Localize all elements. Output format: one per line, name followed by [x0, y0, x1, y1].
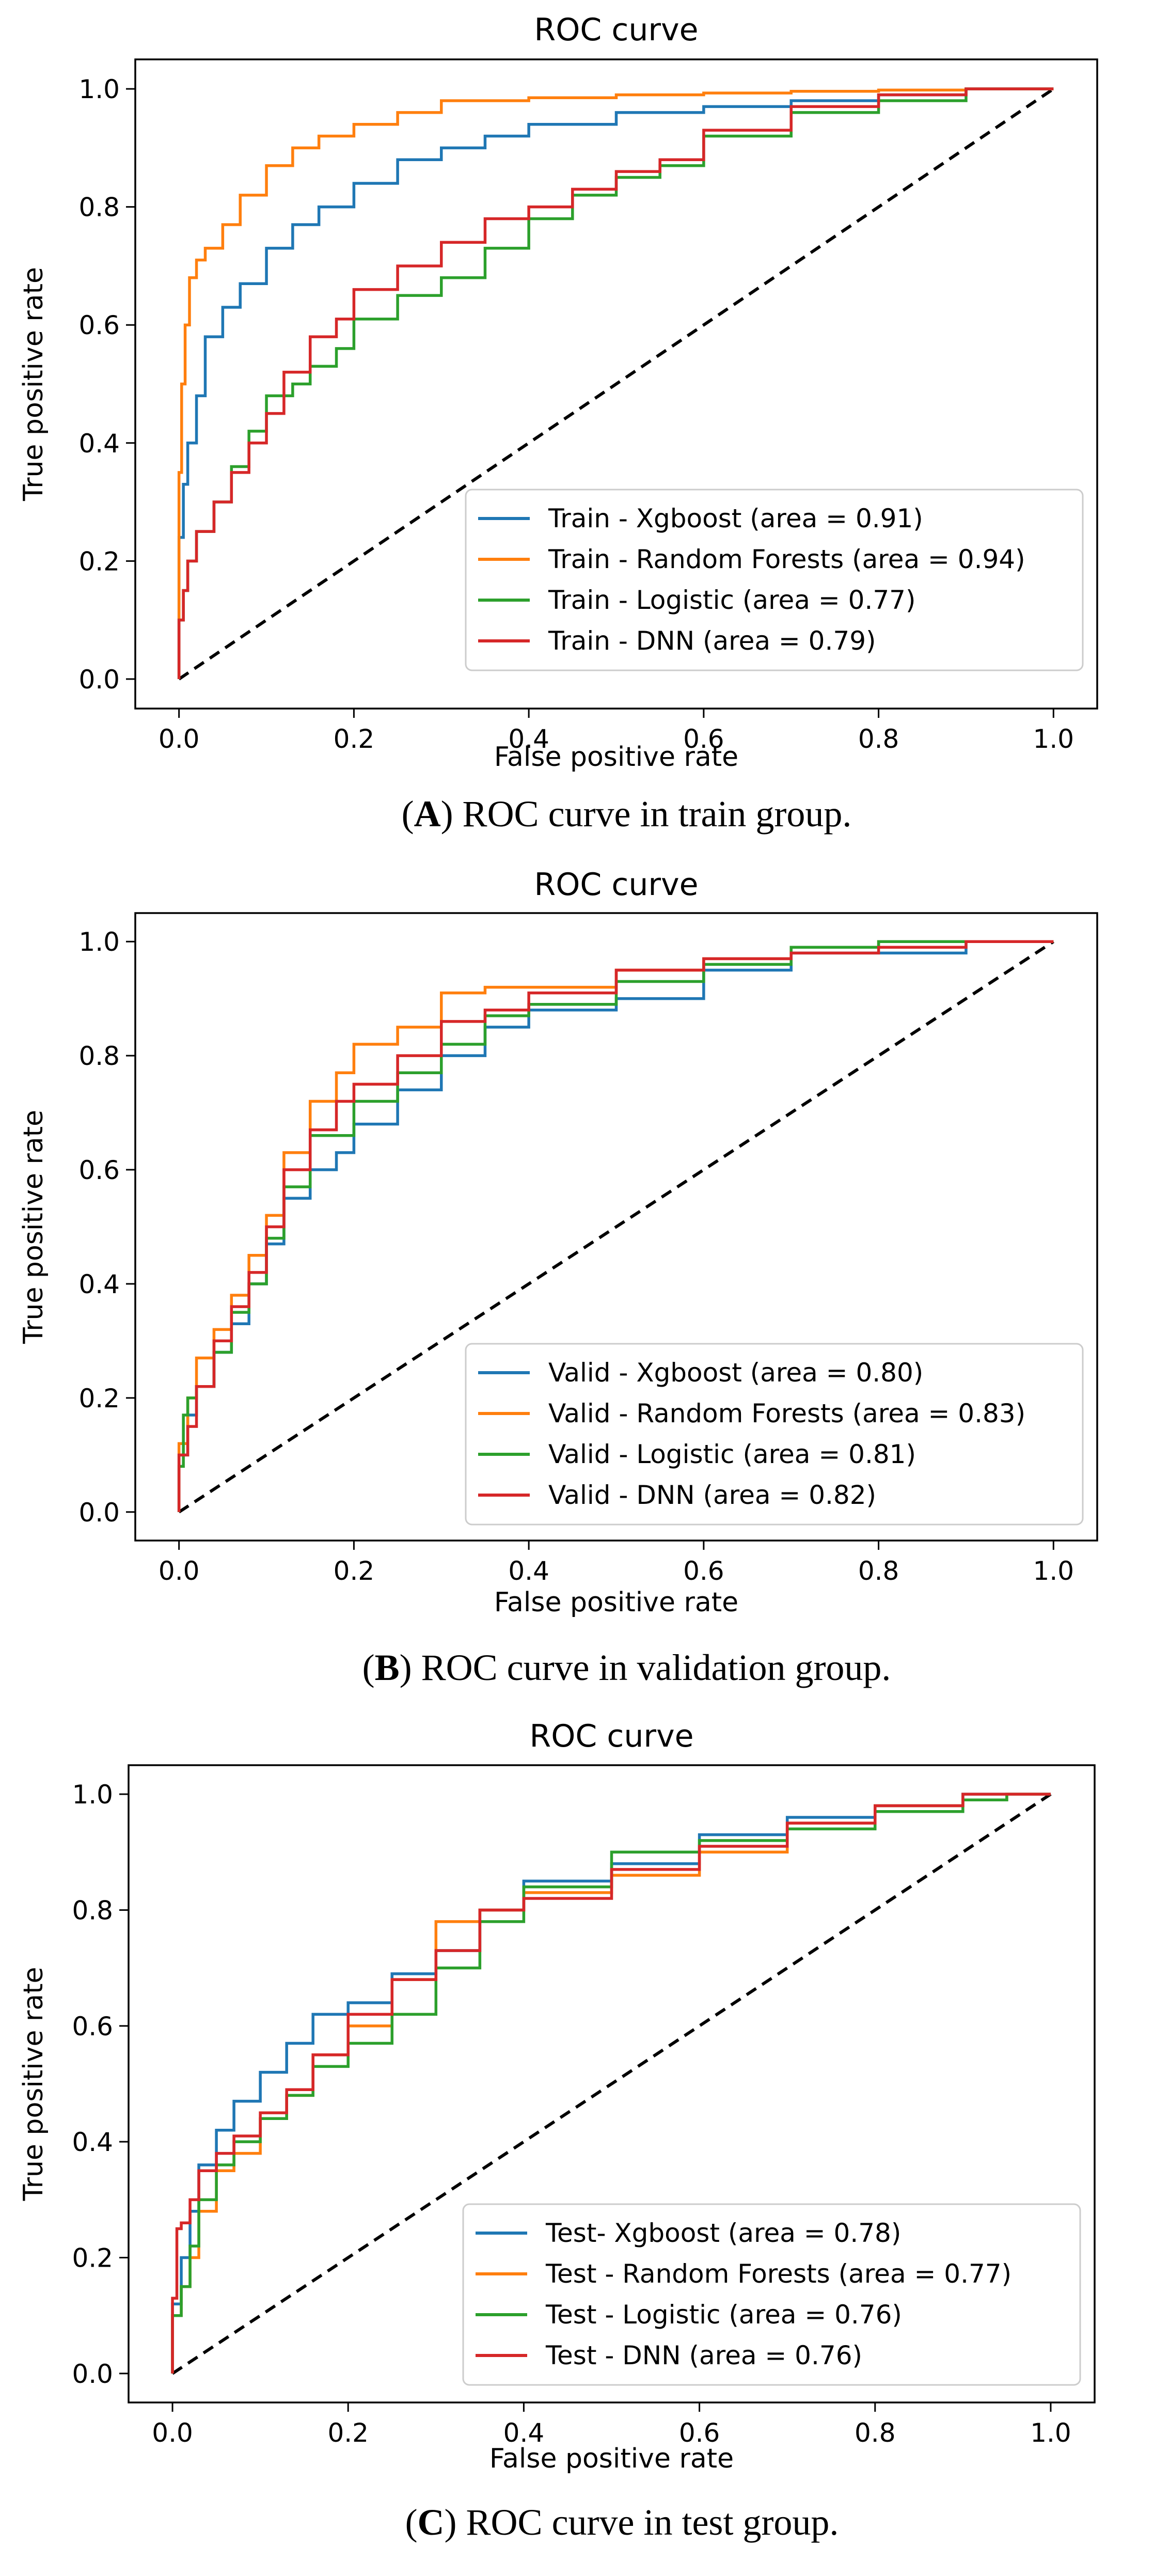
x-axis-label: False positive rate: [494, 742, 738, 773]
legend: Test- Xgboost (area = 0.78) Test - Random…: [462, 2203, 1081, 2386]
x-tick-label: 0.2: [334, 1556, 375, 1586]
figure-caption: (C) ROC curve in test group.: [405, 2502, 839, 2543]
figure-caption: (B) ROC curve in validation group.: [362, 1647, 891, 1688]
x-tick-label: 0.6: [683, 1556, 724, 1586]
legend-box: [465, 1343, 1084, 1526]
roc-series-dnn: [177, 940, 1054, 1512]
caption-open: (: [405, 2502, 418, 2543]
x-tick-label: 1.0: [1033, 1556, 1074, 1586]
legend-label: Train - Random Forests (area = 0.94): [548, 544, 1025, 574]
y-tick-label: 0.0: [72, 2359, 113, 2389]
x-tick-label: 0.8: [858, 1556, 899, 1586]
y-tick-label: 0.4: [78, 1269, 120, 1299]
chart-title: ROC curve: [534, 12, 699, 48]
caption-letter: C: [418, 2502, 445, 2543]
legend-label: Test - Random Forests (area = 0.77): [545, 2259, 1011, 2289]
y-tick-label: 0.2: [78, 546, 120, 576]
caption-text: ) ROC curve in test group.: [445, 2502, 839, 2543]
x-tick-label: 0.0: [152, 2418, 193, 2448]
legend-label: Train - DNN (area = 0.79): [548, 626, 876, 656]
legend: Valid - Xgboost (area = 0.80) Valid - Ran…: [465, 1343, 1084, 1526]
x-tick-label: 0.8: [858, 724, 899, 754]
roc-panel-c: ROC curve 0.0 0.2 0.4 0.6 0.8 1.0 0.0 0.2 0.4 0.6 0…: [18, 1718, 1096, 2543]
chance-diagonal-line: [178, 87, 1054, 681]
y-axis-label: True positive rate: [18, 267, 49, 501]
y-tick-label: 0.2: [72, 2243, 113, 2273]
x-tick-label: 0.4: [508, 724, 549, 754]
x-tick-label: 1.0: [1033, 724, 1074, 754]
x-tick-label: 0.8: [855, 2418, 896, 2448]
caption-open: (: [362, 1647, 375, 1688]
chart-title: ROC curve: [534, 867, 699, 903]
caption-letter: A: [414, 793, 441, 835]
y-tick-label: 0.8: [78, 1041, 120, 1071]
chart-title: ROC curve: [530, 1718, 694, 1754]
x-axis-label: False positive rate: [489, 2443, 734, 2474]
y-tick-label: 0.8: [78, 193, 120, 223]
caption-text: ) ROC curve in train group.: [441, 793, 852, 835]
roc-series-logistic: [171, 1793, 1051, 2374]
legend-label: Valid - Logistic (area = 0.81): [548, 1439, 916, 1469]
x-tick-label: 0.0: [159, 724, 200, 754]
x-axis-label: False positive rate: [494, 1587, 738, 1618]
y-tick-label: 0.0: [78, 665, 120, 695]
y-tick-label: 0.2: [78, 1384, 120, 1413]
y-tick-label: 0.4: [78, 429, 120, 459]
y-tick-label: 1.0: [72, 1780, 113, 1810]
y-tick-label: 1.0: [78, 927, 120, 957]
roc-panel-a: ROC curve 0.0 0.2 0.4 0.6 0.8 1.0 0.0 0.2 0.4 0.6 0…: [18, 12, 1098, 835]
roc-series-random_forests: [177, 87, 1054, 679]
x-tick-label: 0.4: [503, 2418, 545, 2448]
y-tick-label: 1.0: [78, 74, 120, 104]
roc-series-dnn: [171, 1793, 1051, 2374]
roc-series-xgboost: [177, 87, 1054, 679]
chance-diagonal-line: [178, 940, 1054, 1514]
legend-label: Test - DNN (area = 0.76): [545, 2341, 862, 2370]
legend-label: Train - Logistic (area = 0.77): [548, 585, 915, 615]
x-tick-label: 1.0: [1030, 2418, 1071, 2448]
legend-label: Test- Xgboost (area = 0.78): [545, 2218, 901, 2248]
x-tick-label: 0.6: [679, 2418, 720, 2448]
y-tick-label: 0.6: [78, 310, 120, 340]
legend-box: [465, 489, 1084, 671]
y-tick-label: 0.8: [72, 1895, 113, 1925]
x-tick-label: 0.2: [334, 724, 375, 754]
legend-label: Valid - DNN (area = 0.82): [548, 1480, 876, 1510]
legend: Train - Xgboost (area = 0.91) Train - Ran…: [465, 489, 1084, 671]
x-tick-label: 0.0: [159, 1556, 200, 1586]
y-tick-label: 0.4: [72, 2127, 113, 2157]
y-tick-label: 0.6: [72, 2012, 113, 2041]
x-tick-label: 0.2: [327, 2418, 369, 2448]
figure-caption: (A) ROC curve in train group.: [402, 793, 852, 835]
caption-open: (: [402, 793, 414, 835]
x-tick-label: 0.6: [683, 724, 724, 754]
legend-box: [462, 2203, 1081, 2386]
legend-label: Valid - Xgboost (area = 0.80): [548, 1358, 923, 1388]
y-tick-label: 0.0: [78, 1498, 120, 1528]
legend-label: Train - Xgboost (area = 0.91): [548, 504, 923, 533]
y-axis-label: True positive rate: [18, 1967, 49, 2201]
y-axis-label: True positive rate: [18, 1110, 49, 1344]
legend-label: Test - Logistic (area = 0.76): [545, 2300, 902, 2330]
roc-series-dnn: [177, 87, 1054, 679]
y-tick-label: 0.6: [78, 1155, 120, 1185]
x-tick-label: 0.4: [508, 1556, 549, 1586]
caption-text: ) ROC curve in validation group.: [400, 1647, 891, 1688]
chance-diagonal-line: [171, 1793, 1052, 2375]
roc-panel-b: ROC curve 0.0 0.2 0.4 0.6 0.8 1.0 0.0 0.2 0.4 0.6 0…: [18, 867, 1098, 1688]
caption-letter: B: [375, 1647, 400, 1688]
legend-label: Valid - Random Forests (area = 0.83): [548, 1399, 1025, 1428]
